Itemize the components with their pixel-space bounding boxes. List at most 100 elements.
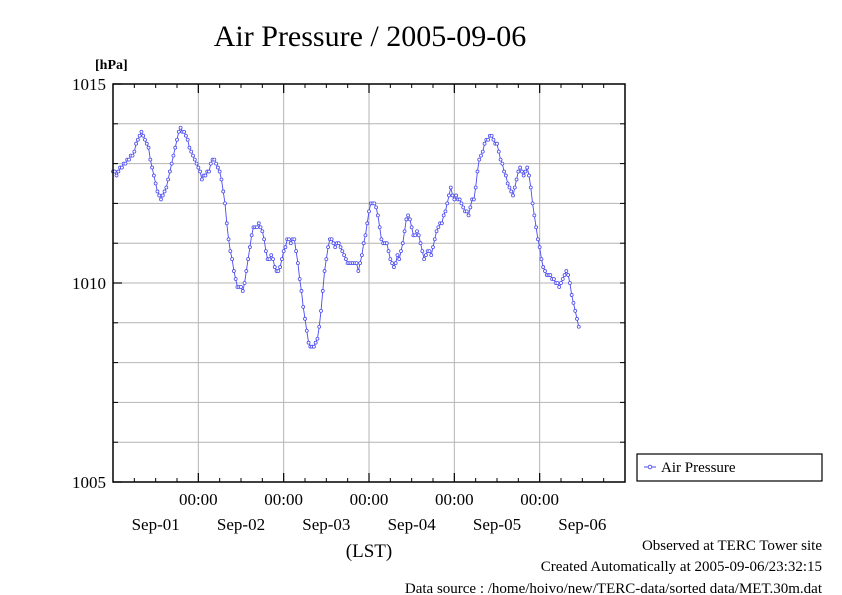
x-date-label: Sep-02 <box>217 515 265 534</box>
data-point <box>301 304 306 309</box>
data-point <box>555 281 560 285</box>
y-tick-label: 1010 <box>72 274 106 293</box>
data-point <box>495 141 499 146</box>
data-point <box>468 205 473 210</box>
data-point <box>409 225 414 230</box>
data-point <box>187 145 192 150</box>
data-point <box>436 225 441 230</box>
data-point <box>230 257 235 262</box>
data-point <box>189 149 194 154</box>
data-point <box>157 193 162 198</box>
x-time-label: 00:00 <box>520 490 559 509</box>
data-point <box>299 289 304 293</box>
data-point <box>239 285 243 289</box>
footer-source: Data source : /home/hoivo/new/TERC-data/… <box>405 581 823 595</box>
data-point <box>134 141 139 146</box>
data-point <box>311 344 316 349</box>
data-point <box>242 281 247 285</box>
data-point <box>246 257 251 262</box>
data-point <box>537 245 542 250</box>
data-point <box>146 145 151 150</box>
data-point <box>397 257 402 262</box>
data-point <box>576 324 581 329</box>
data-point <box>331 241 336 246</box>
data-point <box>137 133 142 138</box>
axis-ticks <box>113 83 625 483</box>
data-point <box>447 193 451 198</box>
data-point <box>173 145 178 150</box>
data-point <box>263 249 268 254</box>
data-point <box>575 316 579 321</box>
data-point <box>566 273 571 277</box>
data-point <box>153 181 158 186</box>
data-point <box>418 241 423 246</box>
data-point <box>151 173 156 178</box>
data-point <box>176 129 181 134</box>
data-point <box>489 133 494 138</box>
data-point <box>372 201 377 206</box>
data-point <box>466 213 471 218</box>
x-time-label: 00:00 <box>264 490 303 509</box>
data-point <box>386 249 391 254</box>
data-point <box>491 137 496 142</box>
data-point <box>228 249 233 254</box>
data-point <box>132 149 137 154</box>
data-point <box>559 281 563 285</box>
data-point <box>226 237 231 242</box>
data-point <box>395 253 400 258</box>
data-point <box>525 165 530 170</box>
data-point <box>127 157 131 162</box>
data-point <box>338 245 343 250</box>
data-point <box>356 269 361 273</box>
data-point <box>390 261 395 266</box>
data-point <box>207 169 211 174</box>
data-point <box>375 213 380 218</box>
data-point <box>114 173 119 178</box>
data-point <box>519 169 524 174</box>
data-point <box>183 133 188 138</box>
data-point <box>404 217 409 222</box>
data-point <box>464 209 469 214</box>
data-point <box>514 177 519 182</box>
legend-swatch-marker <box>647 464 653 470</box>
series-points-layer <box>111 125 581 349</box>
legend: Air Pressure <box>636 453 823 482</box>
data-point <box>415 229 419 234</box>
data-point <box>473 185 478 190</box>
series-line-layer <box>113 126 580 348</box>
data-point <box>164 185 169 190</box>
data-point <box>534 225 539 230</box>
data-point <box>505 181 510 186</box>
data-point <box>283 245 288 250</box>
data-point <box>194 161 199 166</box>
data-point <box>276 269 281 273</box>
data-point <box>422 257 427 262</box>
data-point <box>292 237 297 242</box>
data-point <box>198 169 203 174</box>
x-date-label: Sep-04 <box>388 515 437 534</box>
data-point <box>192 157 197 162</box>
data-point <box>167 169 172 174</box>
data-point <box>431 245 435 250</box>
data-point <box>324 257 329 262</box>
x-time-label: 00:00 <box>435 490 474 509</box>
data-point <box>502 169 507 174</box>
data-point <box>557 285 562 289</box>
data-point <box>532 213 537 218</box>
data-point <box>116 169 121 174</box>
data-point <box>443 209 448 214</box>
data-point <box>288 241 293 246</box>
data-point <box>358 261 363 266</box>
data-point <box>214 161 219 166</box>
data-point <box>333 245 338 250</box>
data-point <box>413 233 418 238</box>
data-point <box>208 161 213 166</box>
data-point <box>475 169 480 174</box>
data-point <box>477 157 482 162</box>
data-point <box>342 253 347 258</box>
data-point <box>175 137 179 142</box>
data-point <box>429 253 434 258</box>
data-point <box>233 277 238 281</box>
data-point <box>224 221 229 226</box>
